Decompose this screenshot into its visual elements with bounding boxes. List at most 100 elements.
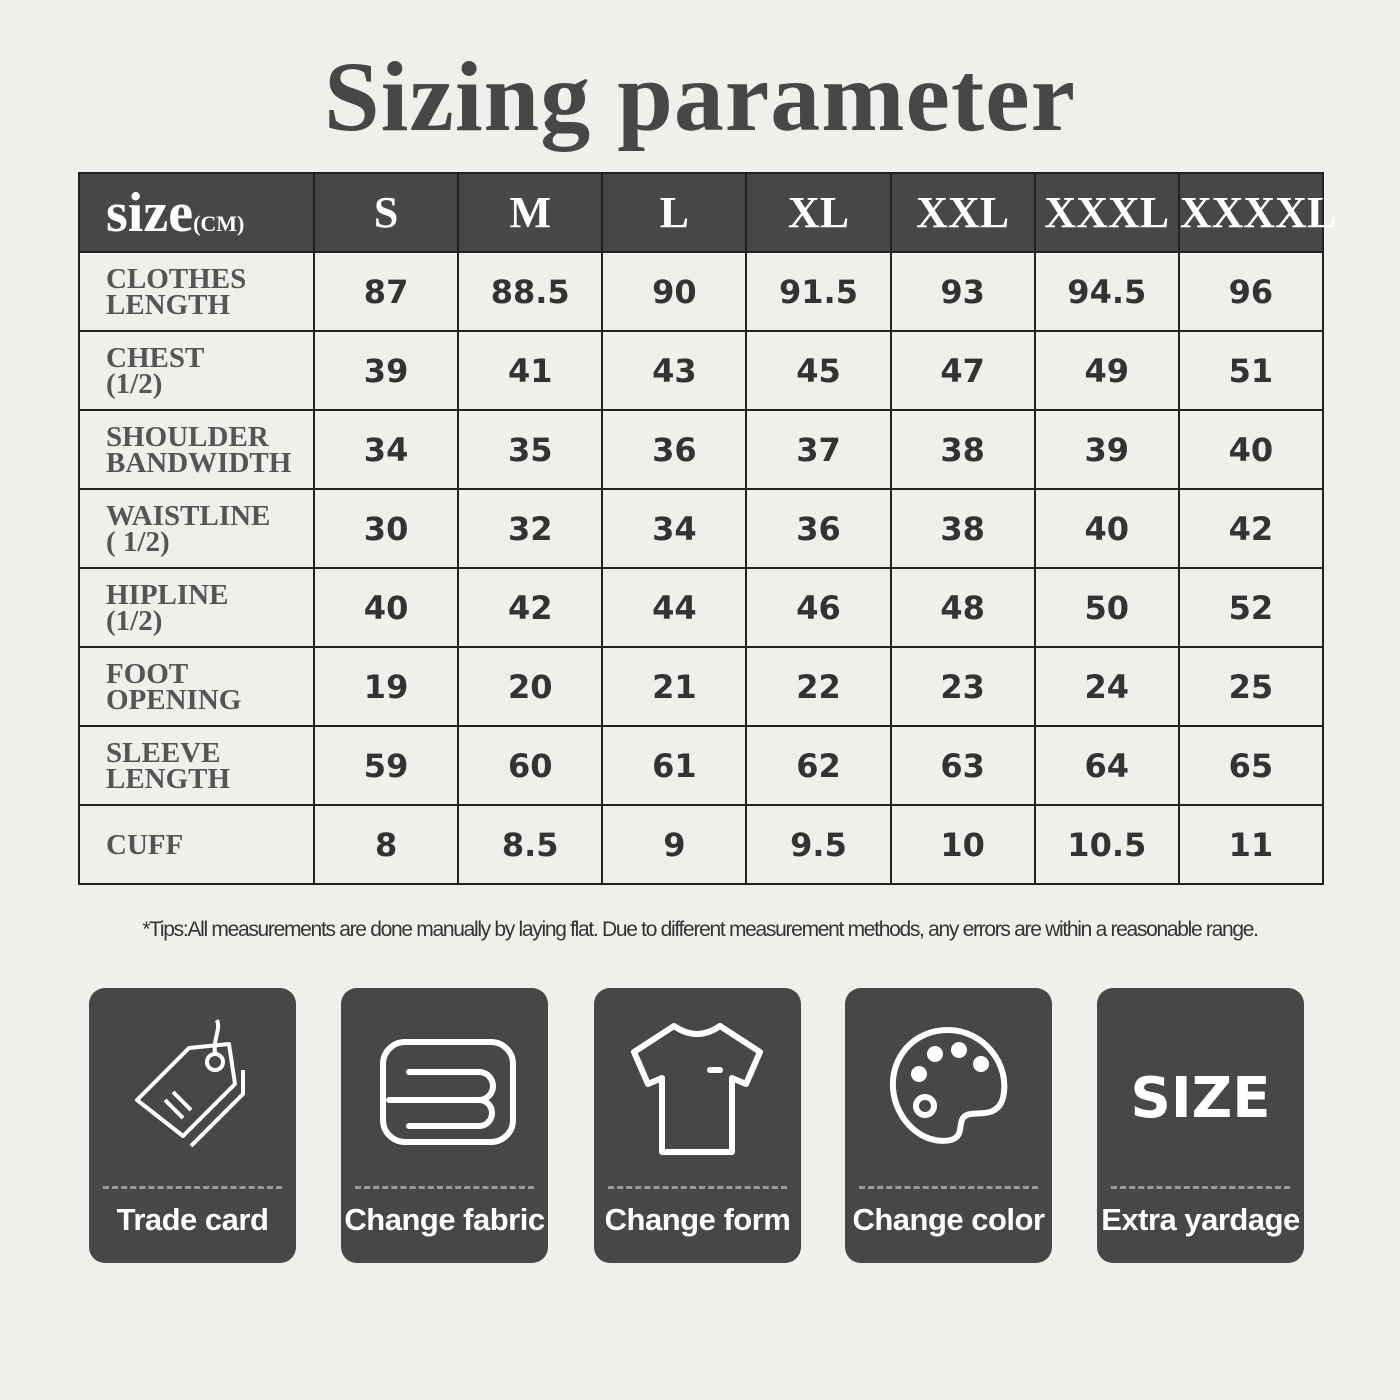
palette-icon [889, 1026, 1008, 1144]
cell-value: 48 [889, 567, 1036, 648]
cell-value: 10.5 [1033, 804, 1180, 885]
table-row: CHEST (1/2) 39 41 43 45 47 49 51 [78, 330, 1325, 411]
card-trade-card: Trade card [89, 988, 296, 1263]
table-row: CLOTHES LENGTH 87 88.5 90 91.5 93 94.5 96 [78, 251, 1325, 332]
cell-value: 40 [312, 567, 460, 648]
divider [355, 1186, 534, 1189]
table-header-row: size(CM) S M L XL XXL XXXL XXXXL [78, 172, 1336, 253]
cell-value: 91.5 [745, 251, 892, 332]
row-label-line: SHOULDER [106, 420, 269, 453]
card-extra-yardage: SIZE Extra yardage [1097, 988, 1304, 1263]
cell-value: 39 [312, 330, 460, 411]
cell-value: 34 [312, 409, 460, 490]
cell-value: 8.5 [457, 804, 604, 885]
table-row: FOOT OPENING 19 20 21 22 23 24 25 [78, 646, 1325, 727]
cell-value: 44 [601, 567, 748, 648]
cell-value: 64 [1033, 725, 1180, 806]
cell-value: 34 [601, 488, 748, 569]
size-header-xxxl: XXXL [1033, 172, 1180, 253]
row-label-line: OPENING [106, 683, 242, 716]
card-label: Change form [604, 1202, 791, 1237]
card-label: Trade card [116, 1202, 269, 1237]
size-header-l: L [601, 172, 748, 253]
card-change-color: Change color [845, 988, 1052, 1263]
cell-value: 88.5 [457, 251, 604, 332]
row-label: CUFF [78, 804, 315, 885]
row-label-line: CLOTHES [106, 262, 247, 295]
cell-value: 47 [889, 330, 1036, 411]
page-title: Sizing parameter [324, 41, 1076, 152]
row-label-line: CHEST [106, 341, 205, 374]
fabric-icon [380, 1039, 516, 1145]
table-row: SLEEVE LENGTH 59 60 61 62 63 64 65 [78, 725, 1325, 806]
cell-value: 32 [457, 488, 604, 569]
size-header-xxl: XXL [889, 172, 1036, 253]
cell-value: 36 [745, 488, 892, 569]
cell-value: 40 [1033, 488, 1180, 569]
row-label-line: (1/2) [106, 367, 163, 400]
cell-value: 94.5 [1033, 251, 1180, 332]
cell-value: 45 [745, 330, 892, 411]
cell-value: 46 [745, 567, 892, 648]
card-change-form: Change form [594, 988, 801, 1263]
row-label: WAISTLINE( 1/2) [78, 488, 315, 569]
cell-value: 9 [601, 804, 748, 885]
cell-value: 21 [601, 646, 748, 727]
tips-note: *Tips:All measurements are done manually… [142, 918, 1259, 941]
table-row: SHOULDER BANDWIDTH 34 35 36 37 38 39 40 [78, 409, 1325, 490]
cell-value: 23 [889, 646, 1036, 727]
cell-value: 41 [457, 330, 604, 411]
divider [608, 1186, 787, 1189]
row-label-line: CUFF [106, 828, 184, 861]
card-label: Extra yardage [1101, 1202, 1300, 1237]
cell-value: 62 [745, 725, 892, 806]
cell-value: 51 [1177, 330, 1325, 411]
row-label: HIPLINE (1/2) [78, 567, 315, 648]
row-label-line: (1/2) [106, 604, 163, 637]
tag-icon [135, 1019, 245, 1148]
cell-value: 10 [889, 804, 1036, 885]
cell-value: 39 [1033, 409, 1180, 490]
row-label-line: ( 1/2) [106, 525, 170, 558]
cell-value: 25 [1177, 646, 1325, 727]
card-label: Change color [852, 1202, 1045, 1237]
table-row: WAISTLINE( 1/2) 30 32 34 36 38 40 42 [78, 488, 1325, 569]
row-label: SLEEVE LENGTH [78, 725, 315, 806]
row-label: CLOTHES LENGTH [78, 251, 315, 332]
row-label: FOOT OPENING [78, 646, 315, 727]
size-table: size(CM) S M L XL XXL XXXL XXXXL CLOTHES LENGTH… [78, 172, 1336, 885]
cell-value: 60 [457, 725, 604, 806]
size-header-xxxxl: XXXXL [1177, 172, 1336, 253]
cell-value: 96 [1177, 251, 1325, 332]
row-label-line: FOOT [106, 657, 189, 690]
size-header-xl: XL [745, 172, 892, 253]
cell-value: 35 [457, 409, 604, 490]
row-label-line: LENGTH [106, 762, 231, 795]
size-header-s: S [312, 172, 460, 253]
cell-value: 65 [1177, 725, 1325, 806]
table-row: HIPLINE (1/2) 40 42 44 46 48 50 52 [78, 567, 1325, 648]
size-icon: SIZE [1130, 1066, 1271, 1131]
card-label: Change fabric [344, 1202, 545, 1237]
row-label-line: WAISTLINE [106, 499, 271, 532]
cell-value: 43 [601, 330, 748, 411]
unit-label: (CM) [193, 210, 245, 236]
cell-value: 9.5 [745, 804, 892, 885]
cell-value: 24 [1033, 646, 1180, 727]
cell-value: 52 [1177, 567, 1325, 648]
table-row: CUFF 8 8.5 9 9.5 10 10.5 11 [78, 804, 1325, 885]
cell-value: 40 [1177, 409, 1325, 490]
cell-value: 8 [312, 804, 460, 885]
cell-value: 90 [601, 251, 748, 332]
cell-value: 63 [889, 725, 1036, 806]
cell-value: 59 [312, 725, 460, 806]
cell-value: 42 [1177, 488, 1325, 569]
cell-value: 87 [312, 251, 460, 332]
row-label: SHOULDER BANDWIDTH [78, 409, 315, 490]
cell-value: 11 [1177, 804, 1325, 885]
divider [1111, 1186, 1290, 1189]
row-label-line: HIPLINE [106, 578, 229, 611]
cell-value: 93 [889, 251, 1036, 332]
divider [859, 1186, 1038, 1189]
cell-value: 38 [889, 409, 1036, 490]
